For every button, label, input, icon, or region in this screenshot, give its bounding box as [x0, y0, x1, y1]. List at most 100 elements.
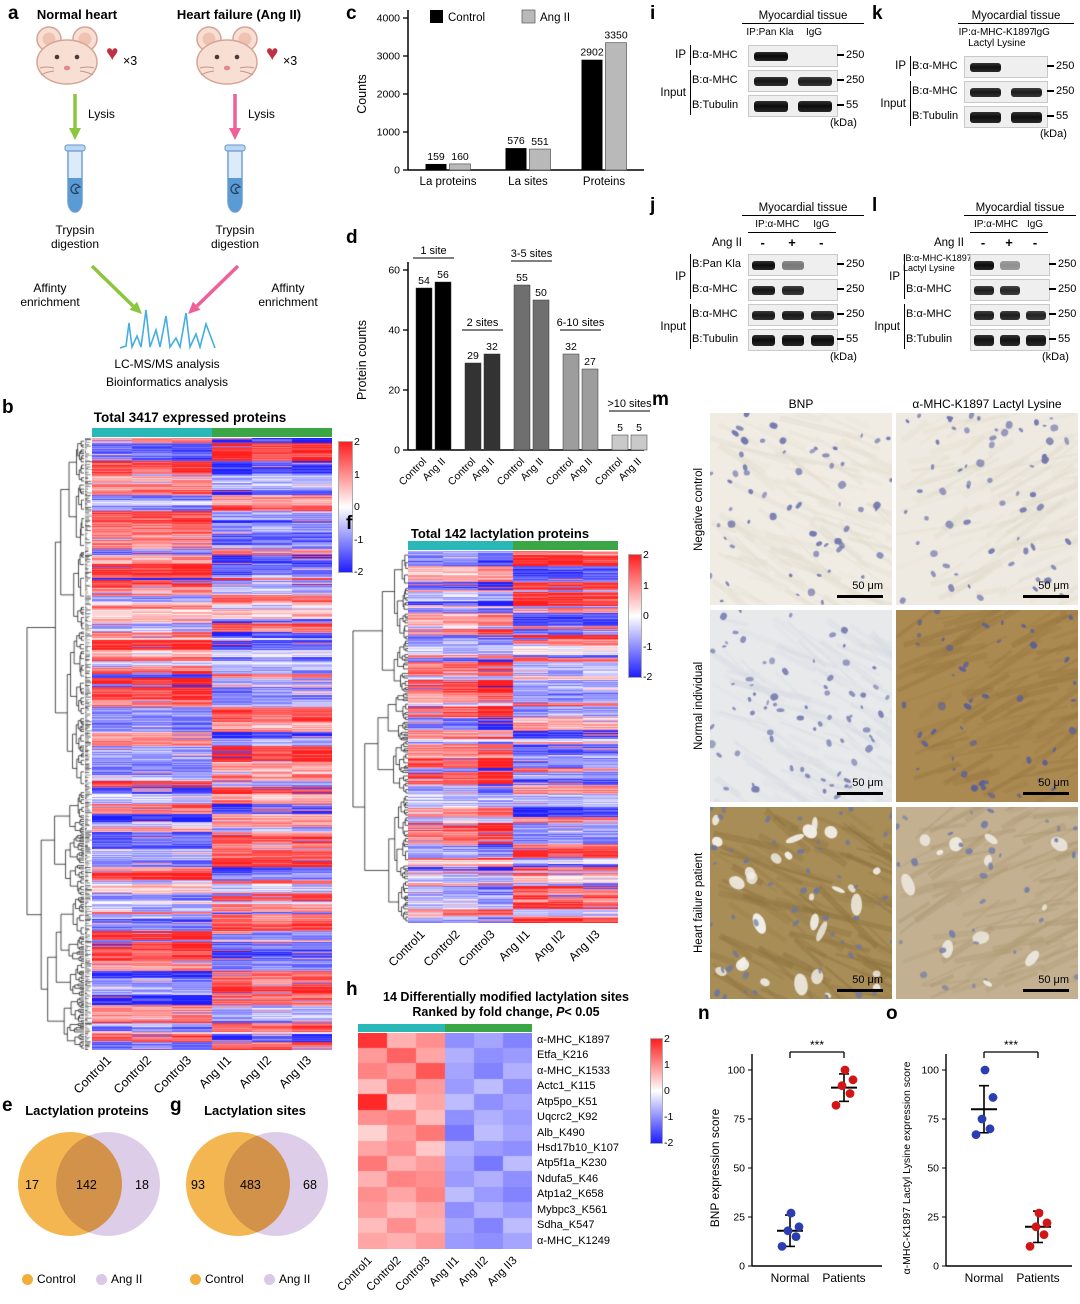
- bar-chart-protein-counts: 0 20 40 60 Protein counts 1 site 54 Control 56 An…: [352, 234, 652, 525]
- group-strip-cell: [474, 1024, 503, 1032]
- protein-band: [999, 334, 1021, 346]
- ihc-canvas: [710, 807, 892, 999]
- scale-bar-label: 50 μm: [852, 777, 883, 789]
- trypsin-label: Trypsin digestion: [50, 223, 100, 251]
- blot-tissue-label: Myocardial tissue: [742, 202, 864, 216]
- scale-bar: [1023, 989, 1069, 992]
- blot-lane: [749, 305, 778, 325]
- blot-ip-header: IP:α-MHC: [973, 219, 1019, 230]
- legend-label: Ang II: [111, 1272, 143, 1286]
- group-strip-cell: [548, 541, 583, 550]
- data-point: [1034, 1208, 1044, 1218]
- blot-lane: [997, 305, 1023, 325]
- blot-lane: [1023, 330, 1049, 350]
- scatter-svg: 0 25 50 75 100 α-MHC-K1897 Lactyl Lysine expr…: [901, 1038, 1072, 1285]
- ihc-canvas: [896, 610, 1078, 802]
- panel-b-label: b: [2, 397, 14, 418]
- protein-band: [752, 285, 776, 295]
- blot-lane: [1006, 107, 1047, 127]
- bar-value-label: 159: [427, 151, 445, 163]
- ihc-image-normal-lactyl: 50 μm: [896, 610, 1078, 802]
- scatter-svg: 0 25 50 75 100 BNP expression score Normal Pati…: [708, 1038, 882, 1285]
- blot-lane: [778, 330, 807, 350]
- group-strip-cell: [513, 541, 548, 550]
- panel-c-label: c: [346, 3, 357, 24]
- venn-left-count: 93: [191, 1178, 205, 1192]
- blot-antibody-label: IB:Tubulin: [689, 99, 739, 111]
- blot-ip-header: IP:α-MHC-K1897 Lactyl Lysine: [958, 27, 1035, 50]
- heatmap-row-labels: α-MHC_K1897 Etfa_K216 α-MHC_K1533 Actc1_K11…: [537, 1033, 649, 1251]
- bioinformatics-label: Bioinformatics analysis: [105, 375, 229, 389]
- molecular-weight-marker: 250: [1047, 60, 1074, 72]
- column-group-strip: [408, 541, 618, 550]
- bar-value-label: 32: [486, 341, 498, 353]
- x-tick-label: La sites: [508, 176, 548, 188]
- blot-lane: [808, 280, 837, 300]
- blot-lane-signs: - + -: [748, 235, 836, 250]
- group-strip-cell: [503, 1024, 532, 1032]
- scale-bar-label: 50 μm: [852, 580, 883, 592]
- panel-l-label: l: [872, 195, 878, 216]
- colorbar: [628, 554, 642, 678]
- bar: [434, 281, 452, 451]
- heatmap-column-label: Control2: [421, 927, 463, 969]
- bar-chart-counts: 0 1000 2000 3000 4000 Counts La proteins 159 160…: [352, 2, 652, 231]
- heatmap-row-label: Atp5po_K51: [537, 1095, 598, 1108]
- ihc-image-hf-bnp: 50 μm: [710, 807, 892, 999]
- blot-strip: [748, 329, 838, 351]
- venn-title: Lactylation sites: [204, 1103, 306, 1118]
- ihc-canvas: [710, 610, 892, 802]
- y-tick-label: 75: [733, 1114, 745, 1126]
- expression-heatmap: [92, 438, 332, 1050]
- blot-antibody-label: IB:Tubulin: [689, 333, 739, 345]
- panel-h-subtitle: Ranked by fold change, P< 0.05: [346, 1005, 666, 1020]
- panel-d-label: d: [346, 227, 358, 248]
- protein-band: [969, 62, 1002, 72]
- row-dendrogram: [352, 551, 408, 923]
- x-tick-label: Patients: [822, 1271, 865, 1285]
- colorbar-tick: 2: [664, 1033, 670, 1045]
- blot-lane-sign: -: [760, 235, 765, 250]
- blot-strip: [970, 254, 1050, 276]
- bar: [513, 284, 531, 451]
- blot-strip: [970, 304, 1050, 326]
- significance-stars: ***: [1004, 1038, 1018, 1052]
- x-tick-label: Proteins: [583, 176, 625, 188]
- blot-strip: [748, 304, 838, 326]
- legend-label: Ang II: [540, 12, 570, 24]
- data-point: [980, 1065, 990, 1075]
- group-strip-cell: [252, 428, 292, 437]
- blot-lane: [749, 46, 793, 66]
- significance-stars: ***: [810, 1038, 824, 1052]
- protein-band: [973, 334, 995, 346]
- data-point: [831, 1100, 841, 1110]
- panel-a-label: a: [8, 3, 19, 24]
- affinity-label: Affinty enrichment: [20, 281, 80, 309]
- bar: [464, 362, 482, 451]
- blot-ip-header: IgG: [1033, 27, 1050, 38]
- panel-j-label: j: [650, 195, 656, 216]
- lcms-label: LC-MS/MS analysis: [114, 357, 220, 371]
- protein-band: [781, 334, 805, 346]
- colorbar-tick: 2: [643, 549, 649, 561]
- blot-ip-header: IgG: [805, 27, 823, 38]
- heatmap-column-label: Control1: [386, 927, 428, 969]
- group-strip-cell: [358, 1024, 387, 1032]
- blot-lane: [1006, 82, 1047, 102]
- bar-value-label: 576: [507, 135, 525, 147]
- data-point: [1031, 1222, 1041, 1232]
- blot-lane-signs: - + -: [970, 235, 1048, 250]
- site-group-label: 1 site: [420, 245, 446, 257]
- y-axis-title: Counts: [355, 74, 369, 114]
- blot-group-label: Input: [652, 304, 691, 349]
- protein-band: [810, 310, 834, 320]
- protein-band: [973, 310, 995, 320]
- molecular-weight-marker: 250: [837, 74, 864, 86]
- protein-band: [752, 260, 776, 270]
- bar-chart-c-svg: 0 1000 2000 3000 4000 Counts La proteins 159 160…: [355, 9, 644, 188]
- legend-label: Ang II: [279, 1272, 311, 1286]
- blot-lane: [965, 107, 1006, 127]
- site-group-label: 2 sites: [467, 317, 499, 329]
- legend-dot: [96, 1273, 107, 1285]
- blot-lane: [778, 305, 807, 325]
